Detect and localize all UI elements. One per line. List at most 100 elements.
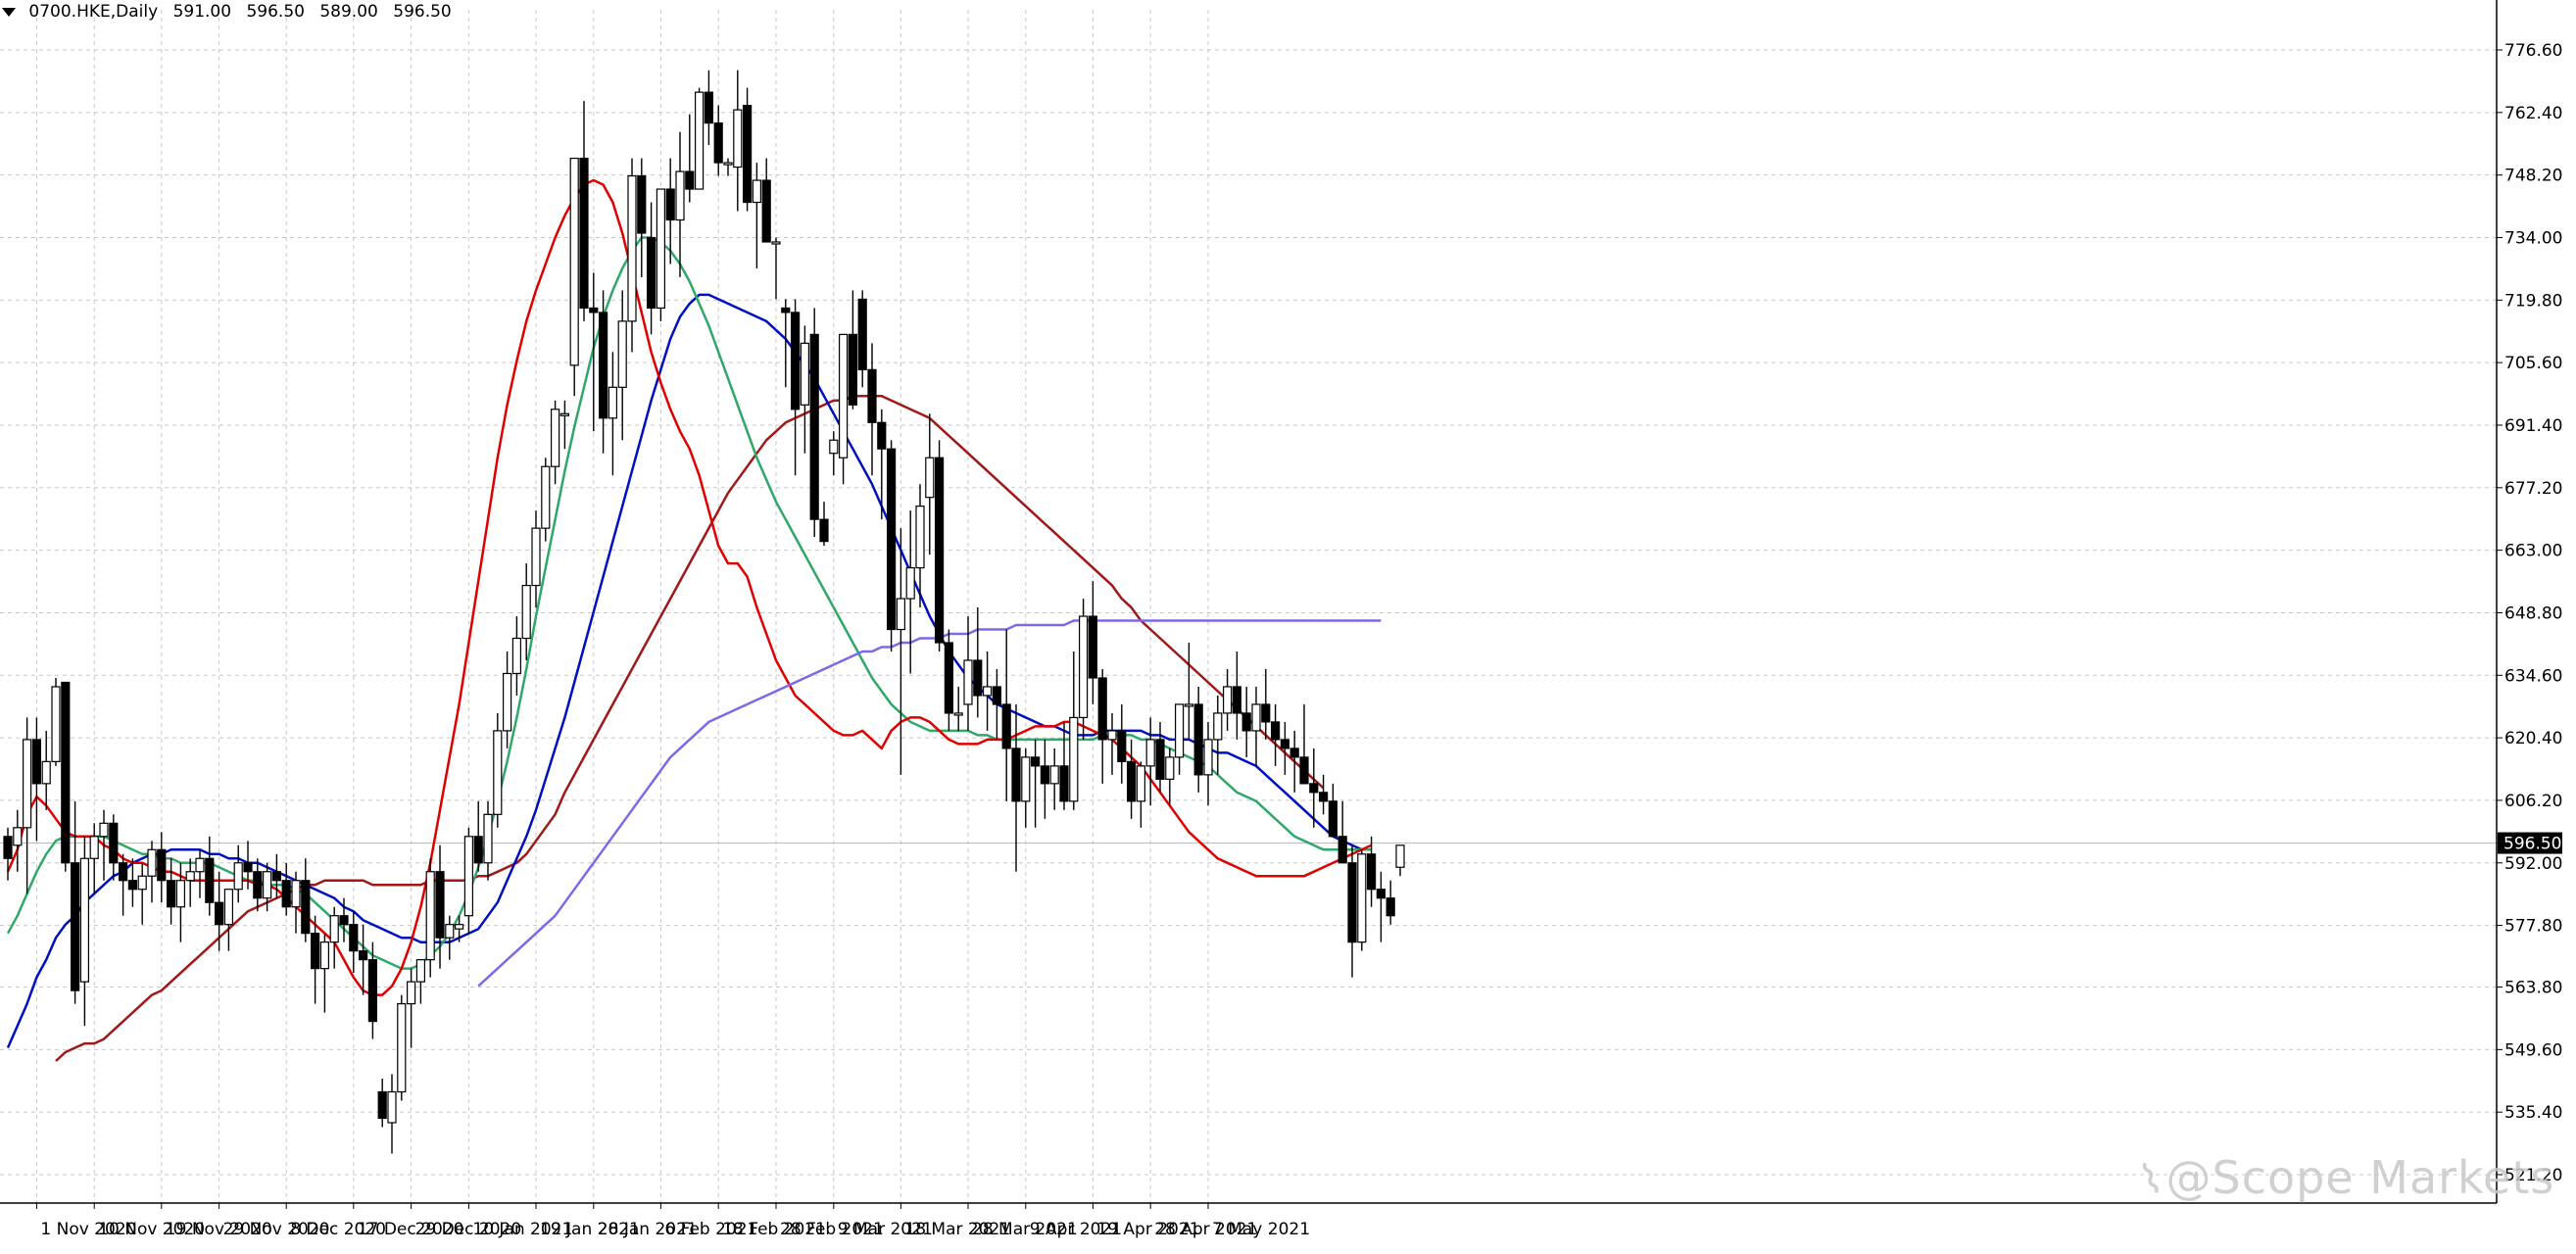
- candle: [713, 105, 723, 176]
- candle-body-up: [263, 871, 272, 899]
- ma-line-darkred: [55, 395, 1325, 1062]
- candle-body-up: [329, 915, 339, 943]
- candle-body-down: [127, 880, 137, 891]
- candle: [263, 862, 272, 912]
- candle-body-down: [1193, 703, 1203, 776]
- x-tick-label: 28 Apr 2021: [1154, 1220, 1257, 1239]
- candle: [905, 510, 915, 674]
- candle: [790, 299, 801, 476]
- candle: [608, 352, 618, 476]
- candle: [963, 616, 973, 731]
- candle: [215, 871, 224, 951]
- candle: [1155, 721, 1165, 793]
- dropdown-triangle-icon[interactable]: [2, 7, 16, 17]
- candle: [915, 484, 925, 608]
- x-tick-label: 19 Apr 2021: [1096, 1220, 1199, 1239]
- candle-body-down: [713, 122, 723, 164]
- y-tick-label: 606.20: [2504, 792, 2562, 811]
- candle: [61, 681, 71, 872]
- candle: [387, 1074, 397, 1154]
- candle-body-up: [608, 386, 618, 419]
- candle: [973, 607, 983, 718]
- candle-body-up: [915, 506, 925, 569]
- candle: [445, 915, 455, 960]
- candle: [877, 409, 887, 520]
- x-tick-label: 29 Nov 2020: [223, 1220, 330, 1239]
- candle-body-up: [445, 924, 455, 939]
- candle: [137, 862, 147, 925]
- candle: [627, 158, 637, 353]
- candle: [367, 941, 377, 1039]
- candle-body-up: [953, 712, 963, 716]
- candle-body-down: [61, 681, 71, 864]
- candle-body-up: [387, 1090, 397, 1124]
- candle: [685, 114, 695, 203]
- candle: [1328, 783, 1338, 838]
- candle-body-up: [147, 848, 157, 877]
- open-value: 591.00: [172, 2, 232, 22]
- candle-body-down: [809, 333, 819, 520]
- candle-body-up: [89, 836, 99, 859]
- candle: [41, 730, 51, 810]
- candle-body-up: [963, 659, 973, 705]
- candle: [848, 290, 858, 410]
- candle-body-down: [311, 933, 320, 970]
- candle-body-up: [195, 857, 205, 873]
- candle-body-up: [1184, 703, 1194, 707]
- candle: [1232, 651, 1242, 740]
- candle-body-down: [1030, 756, 1041, 767]
- candle-body-up: [800, 342, 810, 406]
- candle-body-up: [23, 739, 32, 829]
- candle: [511, 616, 522, 696]
- candle-body-up: [627, 174, 637, 322]
- candle: [761, 158, 771, 243]
- ma-line-purple: [477, 619, 1382, 988]
- x-tick-label: 17 Dec 2020: [358, 1220, 464, 1239]
- candle-body-up: [185, 871, 195, 882]
- candle: [243, 841, 253, 890]
- candle-body-down: [157, 848, 167, 882]
- candle-body-down: [790, 312, 801, 410]
- candle-body-up: [415, 959, 425, 983]
- x-tick-label: 28 Mar 2021: [972, 1220, 1078, 1239]
- candle-body-up: [829, 439, 839, 455]
- x-tick-label: 10 Nov 2020: [98, 1220, 205, 1239]
- candle: [175, 862, 185, 942]
- candle: [455, 915, 464, 942]
- candle: [291, 871, 301, 934]
- candle-body-up: [51, 686, 61, 762]
- candle: [483, 800, 493, 881]
- candle: [934, 440, 945, 652]
- y-tick-label: 563.80: [2504, 979, 2562, 998]
- candle: [1347, 844, 1357, 978]
- candle-body-down: [253, 871, 263, 899]
- candle-body-down: [339, 915, 349, 926]
- candle: [311, 915, 320, 1004]
- candle: [925, 413, 935, 555]
- candle-body-up: [502, 672, 512, 732]
- candle-body-down: [1280, 739, 1290, 749]
- candle-body-down: [1376, 889, 1386, 899]
- candle-body-down: [589, 307, 599, 314]
- candle: [781, 299, 791, 388]
- price-label-text: 596.50: [2503, 835, 2561, 854]
- y-tick-label: 762.40: [2504, 104, 2562, 123]
- candle-body-up: [291, 880, 301, 908]
- candle: [397, 994, 407, 1101]
- candle-body-down: [281, 880, 291, 908]
- candle-body-up: [694, 91, 705, 190]
- candle: [1174, 703, 1185, 775]
- candle: [838, 333, 849, 485]
- y-axis: 776.60 762.40 748.20 734.00 719.80 705.60 691.…: [2497, 41, 2562, 1185]
- y-tick-label: 577.80: [2504, 917, 2562, 937]
- candle: [521, 563, 531, 660]
- candle-body-up: [425, 871, 435, 961]
- candle-body-up: [905, 567, 915, 600]
- candle: [665, 158, 675, 265]
- candle: [559, 400, 570, 450]
- x-tick-label: 28 Jan 2021: [598, 1220, 698, 1239]
- candle-body-up: [407, 981, 416, 1005]
- candle-body-down: [435, 871, 445, 939]
